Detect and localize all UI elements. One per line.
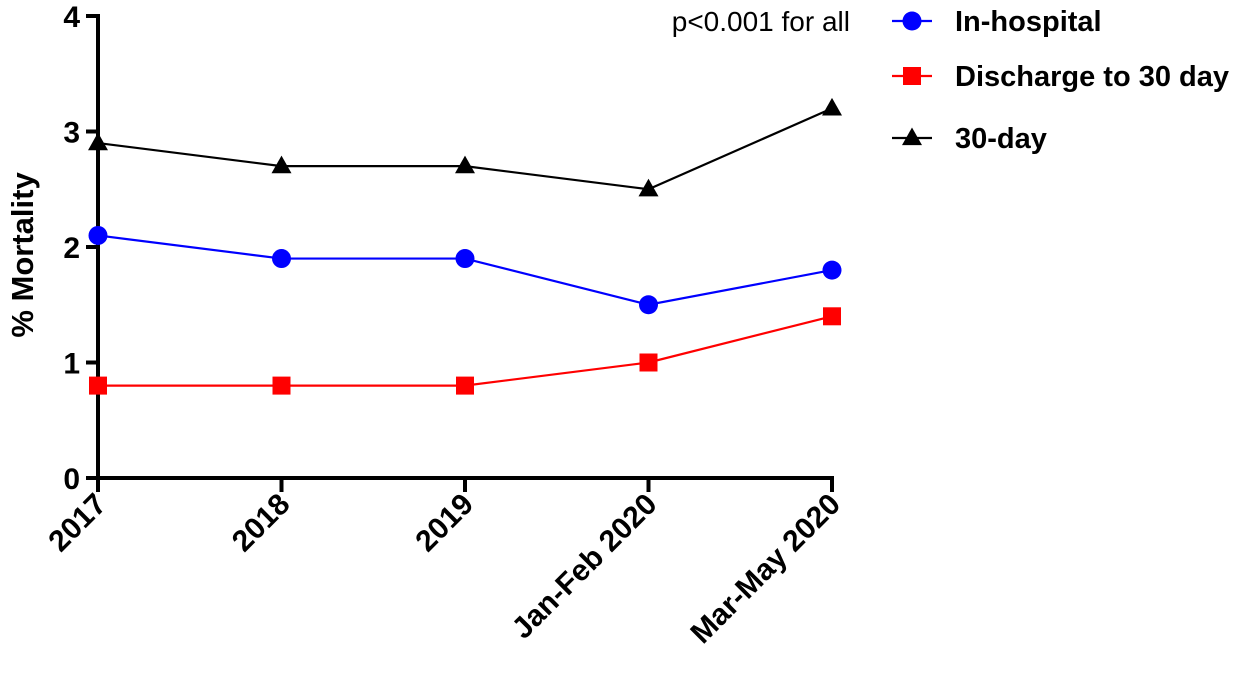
x-tick-label: Mar-May 2020 [684,488,846,650]
y-tick-label: 3 [63,117,80,150]
y-tick-label: 2 [63,232,80,265]
legend: In-hospital Discharge to 30 day 30-day [892,6,1229,155]
legend-item: 30-day [892,123,1047,155]
series-line [97,107,833,191]
x-ticks: 2017 2018 2019 Jan-Feb 2020 Mar-May 2020 [42,478,847,650]
y-tick-label: 0 [63,463,80,496]
series-line [98,315,833,387]
legend-label: Discharge to 30 day [955,61,1229,93]
data-point [823,307,841,326]
y-tick-label: 1 [63,348,80,381]
y-axis-label: % Mortality [5,172,40,338]
series-line [97,234,833,306]
data-point [455,155,475,174]
axes [96,14,834,480]
legend-label: 30-day [955,123,1047,155]
data-point [639,295,658,315]
data-point [89,376,107,395]
x-tick-label: 2018 [226,488,297,559]
legend-item: Discharge to 30 day [892,61,1229,93]
legend-marker [902,127,922,146]
data-point [822,97,842,116]
y-tick-label: 4 [63,1,80,34]
series-layer [88,97,842,395]
legend-marker [903,67,921,85]
data-point [88,225,108,245]
data-point [639,353,658,372]
significance-annotation: p<0.001 for all [672,6,850,37]
data-point [638,178,659,197]
data-point [88,132,108,151]
legend-item: In-hospital [892,6,1102,38]
data-point [272,376,291,395]
data-point [271,155,292,174]
data-point [456,376,474,395]
x-tick-label: 2017 [42,488,113,559]
legend-marker [902,11,922,31]
legend-label: In-hospital [955,6,1102,38]
series-1 [88,225,842,315]
x-tick-label: 2019 [409,488,480,559]
x-tick-label: Jan-Feb 2020 [506,488,664,646]
series-2 [89,307,841,395]
data-point [822,260,842,280]
y-ticks: 0 1 2 3 4 [63,1,98,496]
series-3 [88,97,842,197]
data-point [455,249,475,269]
data-point [272,249,291,269]
